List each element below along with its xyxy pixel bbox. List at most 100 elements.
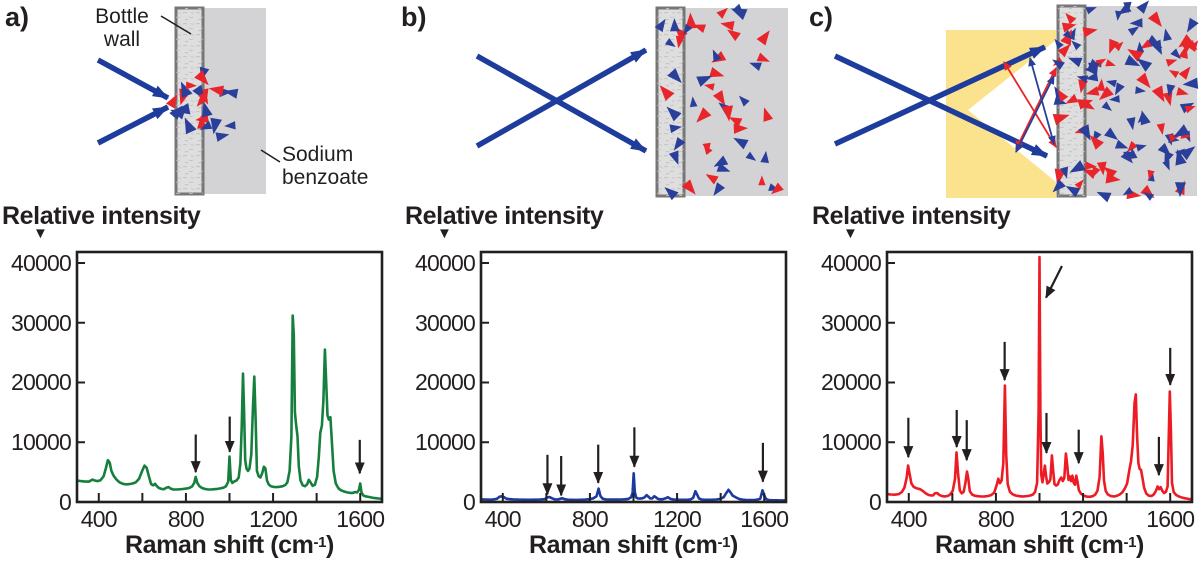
molecule-triangle — [1174, 182, 1186, 198]
molecule-triangle — [730, 8, 748, 21]
molecule-triangle — [1124, 54, 1141, 67]
x-tick-label: 1200 — [1059, 506, 1108, 532]
y-tick-label: 40000 — [415, 249, 476, 276]
yaxis-title-b: Relative intensity — [405, 202, 604, 230]
molecule-triangles — [166, 66, 239, 142]
molecule-triangle — [654, 18, 666, 33]
molecule-triangle — [1127, 140, 1138, 153]
molecule-triangle — [1137, 112, 1148, 124]
molecule-triangle — [675, 35, 685, 49]
molecule-triangle — [1120, 150, 1133, 164]
molecule-triangle — [760, 150, 769, 164]
spectrum-curve — [77, 314, 382, 501]
sodium-benzoate-callout: Sodium benzoate — [282, 143, 368, 189]
sodium-benzoate-line2: benzoate — [282, 166, 369, 189]
molecule-triangle — [1123, 1, 1132, 14]
scattered-light-arrow — [1015, 75, 1055, 153]
molecule-triangle — [199, 120, 213, 130]
xaxis-title-a: Raman shift (cm-1) — [125, 531, 334, 559]
scattered-light-arrow — [1003, 61, 1057, 148]
axis-arrow-icon: ▼ — [437, 225, 452, 242]
molecule-triangle — [1136, 58, 1153, 72]
schematic-panel-a — [96, 6, 281, 196]
bottle-wall-line1: Bottle — [95, 5, 149, 28]
molecule-triangle — [1136, 0, 1150, 14]
axis-arrow-icon: ▼ — [843, 225, 858, 242]
molecule-triangle — [1088, 62, 1101, 71]
callout-pointer-line — [160, 15, 192, 35]
scattered-light-arrow — [1028, 57, 1056, 145]
molecule-triangle — [1150, 39, 1163, 56]
x-tick-label: 800 — [977, 506, 1015, 532]
molecule-triangle — [1081, 99, 1095, 110]
molecule-triangle — [1178, 34, 1194, 48]
y-tick-label: 0 — [869, 489, 882, 515]
molecule-triangle — [1170, 48, 1181, 60]
y-tick-label: 30000 — [821, 309, 882, 336]
molecule-triangle — [1068, 57, 1083, 68]
xaxis-title-c: Raman shift (cm-1) — [935, 531, 1144, 559]
molecule-triangle — [1114, 82, 1125, 96]
molecule-triangle — [202, 101, 213, 118]
molecule-triangle — [1101, 101, 1112, 112]
molecule-triangle — [215, 132, 230, 142]
chart-panel-c — [885, 250, 1194, 504]
molecule-triangle — [1135, 144, 1147, 152]
molecule-triangle — [1062, 29, 1073, 40]
molecule-triangle — [1126, 117, 1136, 131]
molecule-triangle — [1089, 134, 1104, 150]
molecule-triangle — [1096, 161, 1107, 176]
molecule-triangle — [664, 187, 679, 201]
x-tick-label: 1600 — [1146, 506, 1195, 532]
molecule-triangle — [1175, 149, 1187, 166]
molecule-triangle — [1096, 191, 1112, 203]
schematic-panel-b — [475, 3, 788, 201]
molecule-triangle — [696, 107, 712, 123]
molecule-triangle — [1083, 169, 1097, 179]
molecule-triangle — [184, 117, 197, 135]
x-tick-label: 400 — [484, 506, 522, 532]
y-tick-label: 30000 — [415, 309, 476, 336]
molecule-triangle — [667, 68, 682, 84]
molecule-triangle — [1176, 87, 1189, 96]
molecule-triangle — [763, 107, 774, 122]
sodium-benzoate-line1: Sodium — [282, 143, 354, 166]
molecule-triangle — [1140, 39, 1153, 49]
molecule-triangle — [1098, 86, 1114, 101]
laser-beam-arrow — [475, 53, 648, 154]
molecule-triangle — [1105, 172, 1121, 184]
molecule-triangle — [166, 94, 178, 109]
molecule-triangle — [1143, 192, 1155, 201]
molecule-triangle — [673, 136, 686, 151]
molecule-triangle — [683, 23, 693, 35]
molecule-triangle — [703, 83, 715, 91]
molecule-triangle — [758, 175, 766, 186]
y-tick-label: 10000 — [415, 429, 476, 456]
callout-pointer-line — [260, 149, 281, 163]
molecule-triangles — [654, 3, 784, 201]
molecule-triangle — [1085, 7, 1097, 15]
molecule-triangle — [1168, 70, 1180, 79]
laser-beam-arrow — [833, 44, 1047, 147]
molecule-triangle — [716, 7, 728, 19]
molecule-triangle — [733, 137, 749, 150]
molecule-triangle — [1164, 150, 1174, 165]
molecule-triangle — [1127, 49, 1144, 62]
molecule-triangle — [1175, 148, 1186, 158]
molecule-triangle — [1122, 186, 1134, 196]
molecule-triangle — [1184, 105, 1196, 114]
spectrum-curve — [481, 471, 786, 502]
molecule-triangle — [1178, 66, 1191, 80]
molecule-triangle — [1059, 166, 1069, 179]
molecule-triangle — [1156, 123, 1165, 136]
bottle-wall-line2: wall — [103, 28, 141, 51]
x-tick-label: 1600 — [336, 506, 385, 532]
molecule-triangle — [1151, 85, 1165, 103]
molecule-triangle — [738, 95, 750, 107]
molecule-triangle — [1078, 124, 1091, 141]
molecule-triangle — [1135, 86, 1146, 95]
molecule-triangle — [712, 90, 726, 106]
molecule-triangle — [1082, 27, 1098, 38]
y-tick-label: 10000 — [821, 429, 882, 456]
